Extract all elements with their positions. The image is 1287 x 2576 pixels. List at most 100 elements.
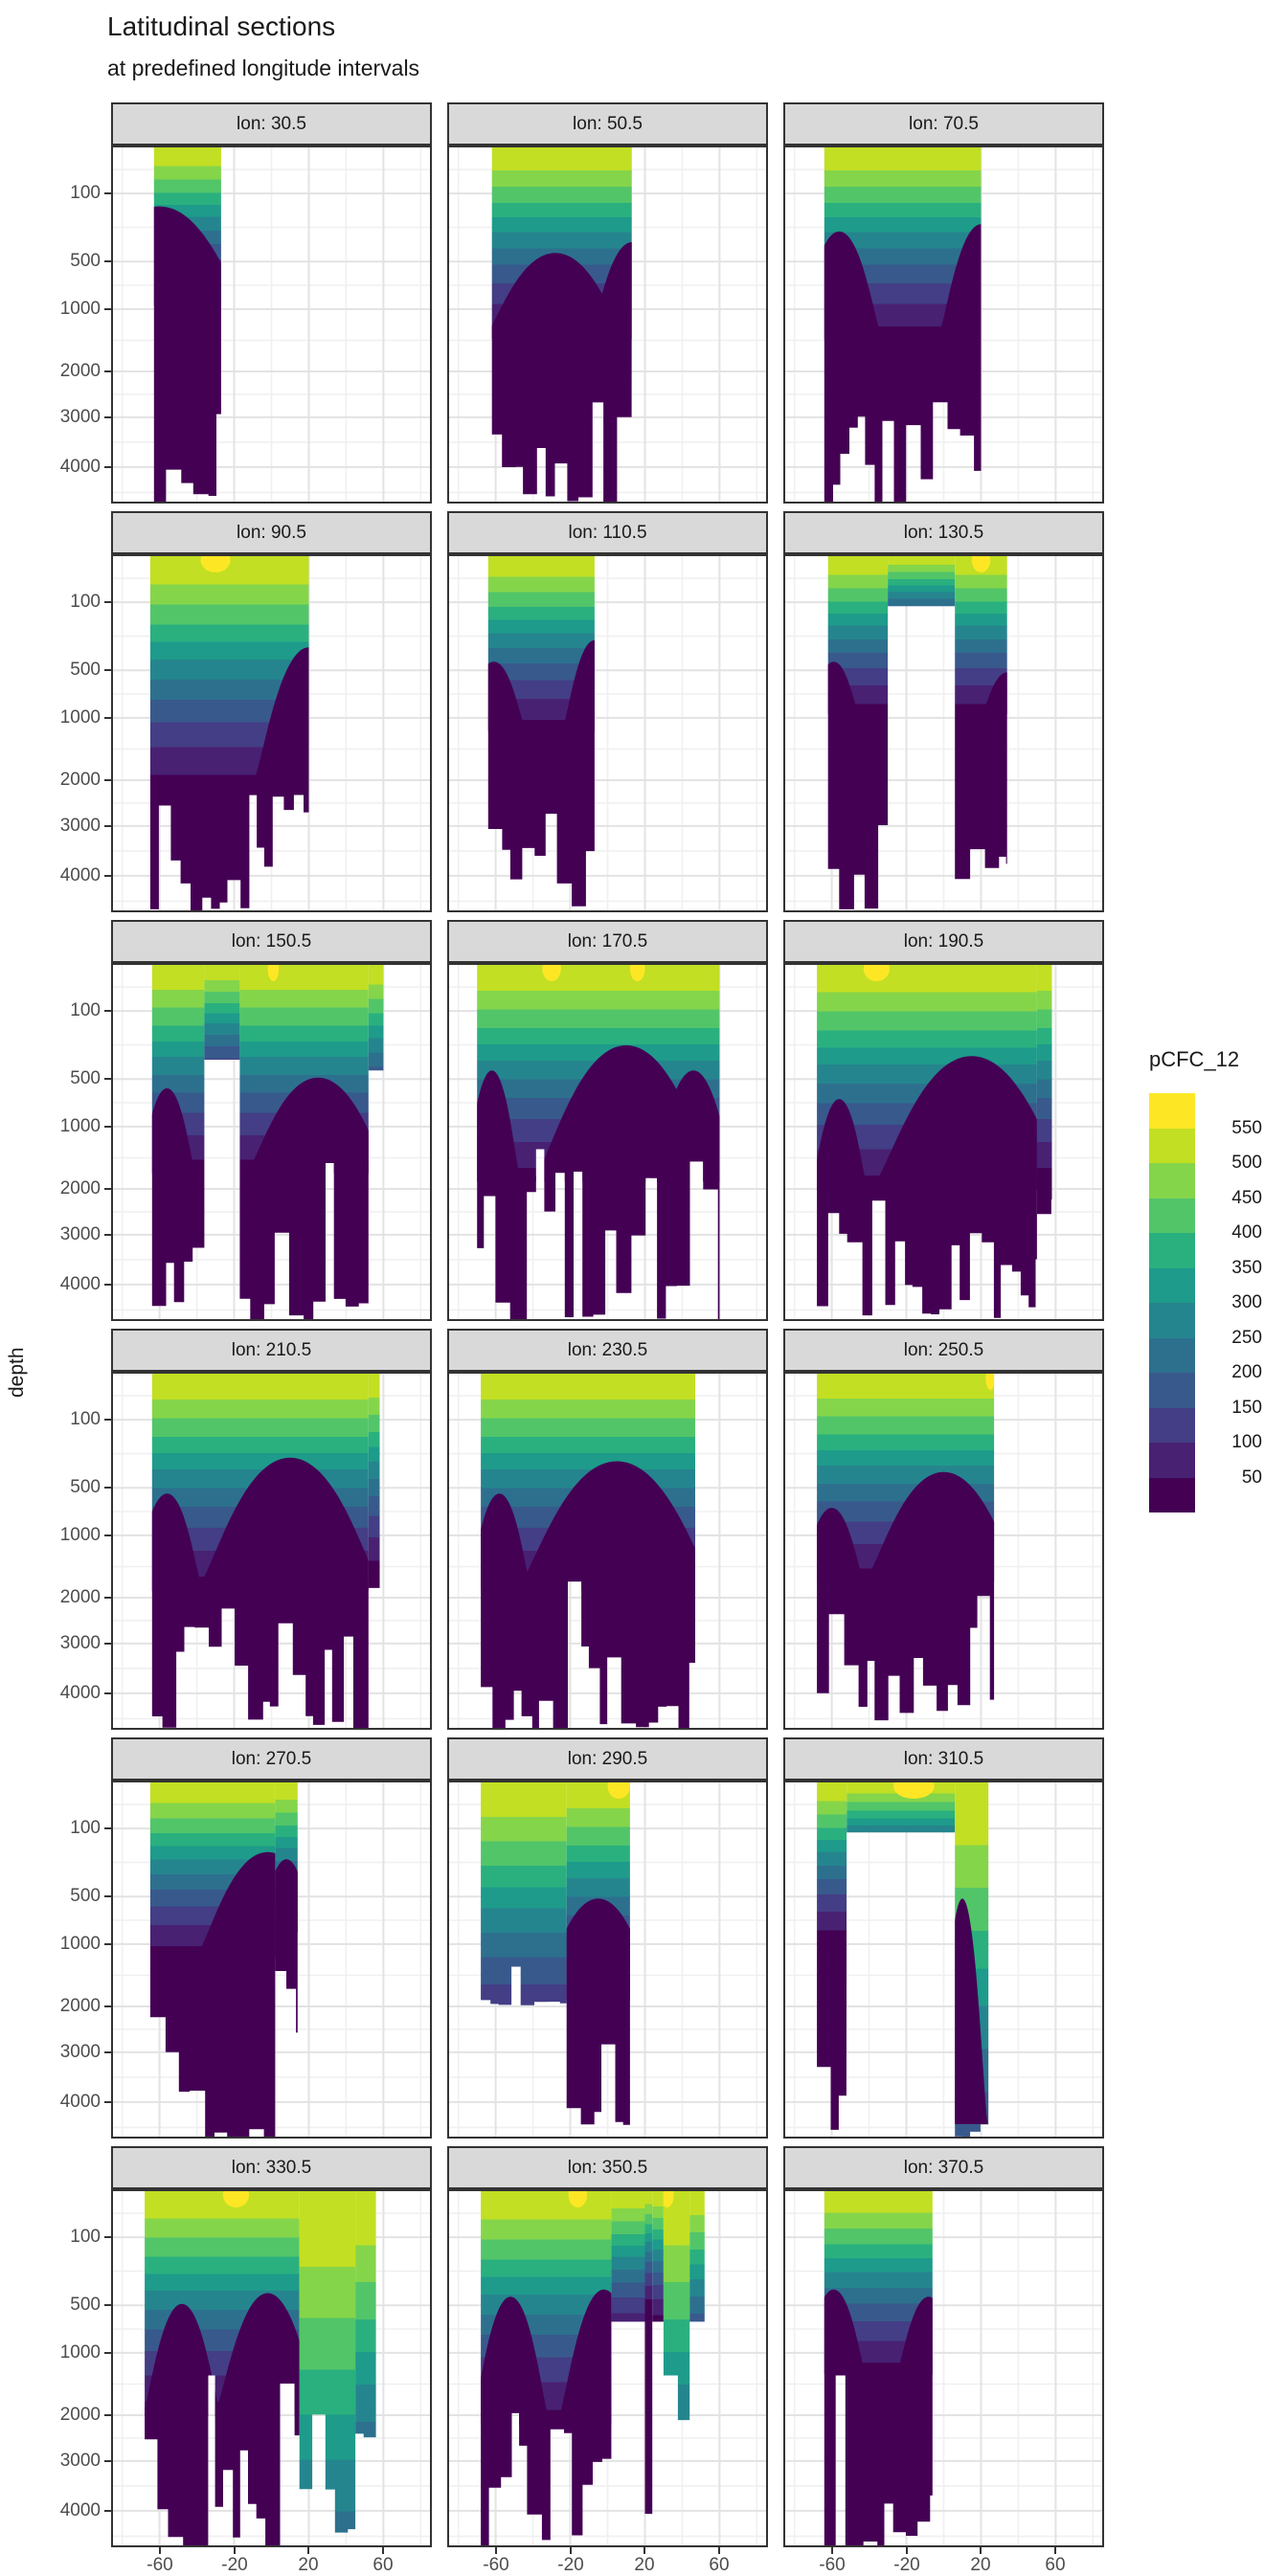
x-axis-tick-label: 20 xyxy=(970,2555,991,2575)
y-axis-tick-label: 2000 xyxy=(59,361,101,381)
y-axis-tick-label: 500 xyxy=(70,1886,101,1906)
facet-panel xyxy=(447,1781,768,2139)
y-axis-tick xyxy=(104,1827,111,1829)
legend-title: pCFC_12 xyxy=(1149,1047,1240,1071)
y-axis-tick xyxy=(104,1597,111,1599)
y-axis-tick xyxy=(104,1487,111,1489)
y-axis-tick-label: 1000 xyxy=(59,1934,101,1954)
y-axis-tick-label: 4000 xyxy=(59,457,101,477)
facet-panel xyxy=(111,1372,432,1730)
x-axis-tick xyxy=(307,2547,309,2554)
facet-strip-label: lon: 330.5 xyxy=(231,2157,312,2178)
facet-strip-label: lon: 70.5 xyxy=(909,113,979,134)
y-axis-tick xyxy=(104,1284,111,1286)
x-axis-tick-label: -60 xyxy=(147,2555,173,2575)
legend-tick-label: 550 xyxy=(1231,1117,1262,1138)
legend-tick-label: 200 xyxy=(1231,1362,1262,1382)
y-axis-tick-label: 2000 xyxy=(59,770,101,790)
y-axis-tick xyxy=(104,2460,111,2462)
legend-tick-label: 400 xyxy=(1231,1222,1262,1243)
x-axis-tick-label: -20 xyxy=(557,2555,584,2575)
contour-canvas xyxy=(783,554,1104,912)
y-axis-tick-label: 3000 xyxy=(59,2042,101,2062)
contour-canvas xyxy=(111,1372,432,1730)
y-axis-tick xyxy=(104,1010,111,1012)
legend-colorbar-band xyxy=(1149,1163,1195,1198)
y-axis-tick-label: 3000 xyxy=(59,407,101,427)
x-axis-tick xyxy=(495,2547,497,2554)
facet-strip-label: lon: 50.5 xyxy=(573,113,643,134)
x-axis-tick-label: -60 xyxy=(819,2555,846,2575)
facet-strip: lon: 170.5 xyxy=(447,920,768,963)
contour-canvas xyxy=(111,554,432,912)
contour-canvas xyxy=(783,1372,1104,1730)
facet-strip-label: lon: 370.5 xyxy=(903,2157,984,2178)
y-axis-tick-label: 100 xyxy=(70,592,101,612)
y-axis-tick-label: 2000 xyxy=(59,1996,101,2016)
y-axis-tick xyxy=(104,1188,111,1190)
y-axis-tick-label: 3000 xyxy=(59,2451,101,2471)
facet-panel xyxy=(111,1781,432,2139)
x-axis-tick xyxy=(831,2547,833,2554)
legend-tick-label: 300 xyxy=(1231,1292,1262,1312)
y-axis-tick-label: 3000 xyxy=(59,816,101,836)
contour-canvas xyxy=(783,1781,1104,2139)
y-axis-tick xyxy=(104,2352,111,2354)
x-axis-tick-label: 20 xyxy=(634,2555,655,2575)
facet-strip-label: lon: 30.5 xyxy=(237,113,306,134)
legend-colorbar-band xyxy=(1149,1093,1195,1129)
facet-strip: lon: 310.5 xyxy=(783,1737,1104,1781)
facet-panel xyxy=(447,146,768,504)
y-axis-tick-label: 4000 xyxy=(59,2092,101,2112)
facet-strip-label: lon: 250.5 xyxy=(903,1339,984,1360)
facet-strip-label: lon: 150.5 xyxy=(231,930,312,952)
x-axis-tick xyxy=(980,2547,982,2554)
contour-canvas xyxy=(447,963,768,1321)
contour-canvas xyxy=(447,1781,768,2139)
legend-colorbar-band xyxy=(1149,1267,1195,1303)
facet-panel xyxy=(447,2189,768,2547)
legend-tick-label: 500 xyxy=(1231,1153,1262,1173)
x-axis-tick xyxy=(382,2547,384,2554)
facet-panel xyxy=(111,2189,432,2547)
legend-tick-label: 150 xyxy=(1231,1397,1262,1418)
y-axis-tick xyxy=(104,2051,111,2053)
facet-panel xyxy=(111,554,432,912)
contour-canvas xyxy=(447,146,768,504)
facet-strip-label: lon: 230.5 xyxy=(567,1339,648,1360)
y-axis-tick xyxy=(104,1234,111,1236)
facet-strip: lon: 70.5 xyxy=(783,102,1104,146)
x-axis-tick xyxy=(644,2547,645,2554)
legend-colorbar-band xyxy=(1149,1477,1195,1512)
facet-strip-label: lon: 130.5 xyxy=(903,522,984,543)
facet-panel xyxy=(783,146,1104,504)
facet-strip-label: lon: 350.5 xyxy=(567,2157,648,2178)
x-axis-tick-label: -20 xyxy=(221,2555,248,2575)
contour-canvas xyxy=(111,1781,432,2139)
y-axis-tick-label: 100 xyxy=(70,183,101,203)
y-axis-tick xyxy=(104,1126,111,1128)
facet-strip: lon: 150.5 xyxy=(111,920,432,963)
legend-colorbar-band xyxy=(1149,1198,1195,1233)
y-axis-tick xyxy=(104,875,111,877)
y-axis-tick xyxy=(104,308,111,310)
contour-canvas xyxy=(447,1372,768,1730)
y-axis-tick-label: 1000 xyxy=(59,2342,101,2363)
legend-tick-label: 50 xyxy=(1241,1467,1262,1488)
y-axis-tick-label: 3000 xyxy=(59,1224,101,1244)
y-axis-tick-label: 4000 xyxy=(59,1683,101,1703)
x-axis-tick xyxy=(1054,2547,1056,2554)
facet-strip: lon: 350.5 xyxy=(447,2146,768,2189)
y-axis-tick-label: 4000 xyxy=(59,2500,101,2520)
facet-strip-label: lon: 190.5 xyxy=(903,930,984,952)
y-axis-tick xyxy=(104,1643,111,1645)
y-axis-title: depth xyxy=(6,1347,28,1398)
y-axis-tick xyxy=(104,370,111,372)
facet-strip-label: lon: 270.5 xyxy=(231,1748,312,1769)
y-axis-tick-label: 1000 xyxy=(59,1525,101,1545)
y-axis-tick xyxy=(104,2510,111,2512)
y-axis-tick-label: 4000 xyxy=(59,865,101,885)
facet-strip: lon: 130.5 xyxy=(783,511,1104,554)
x-axis-tick xyxy=(906,2547,908,2554)
